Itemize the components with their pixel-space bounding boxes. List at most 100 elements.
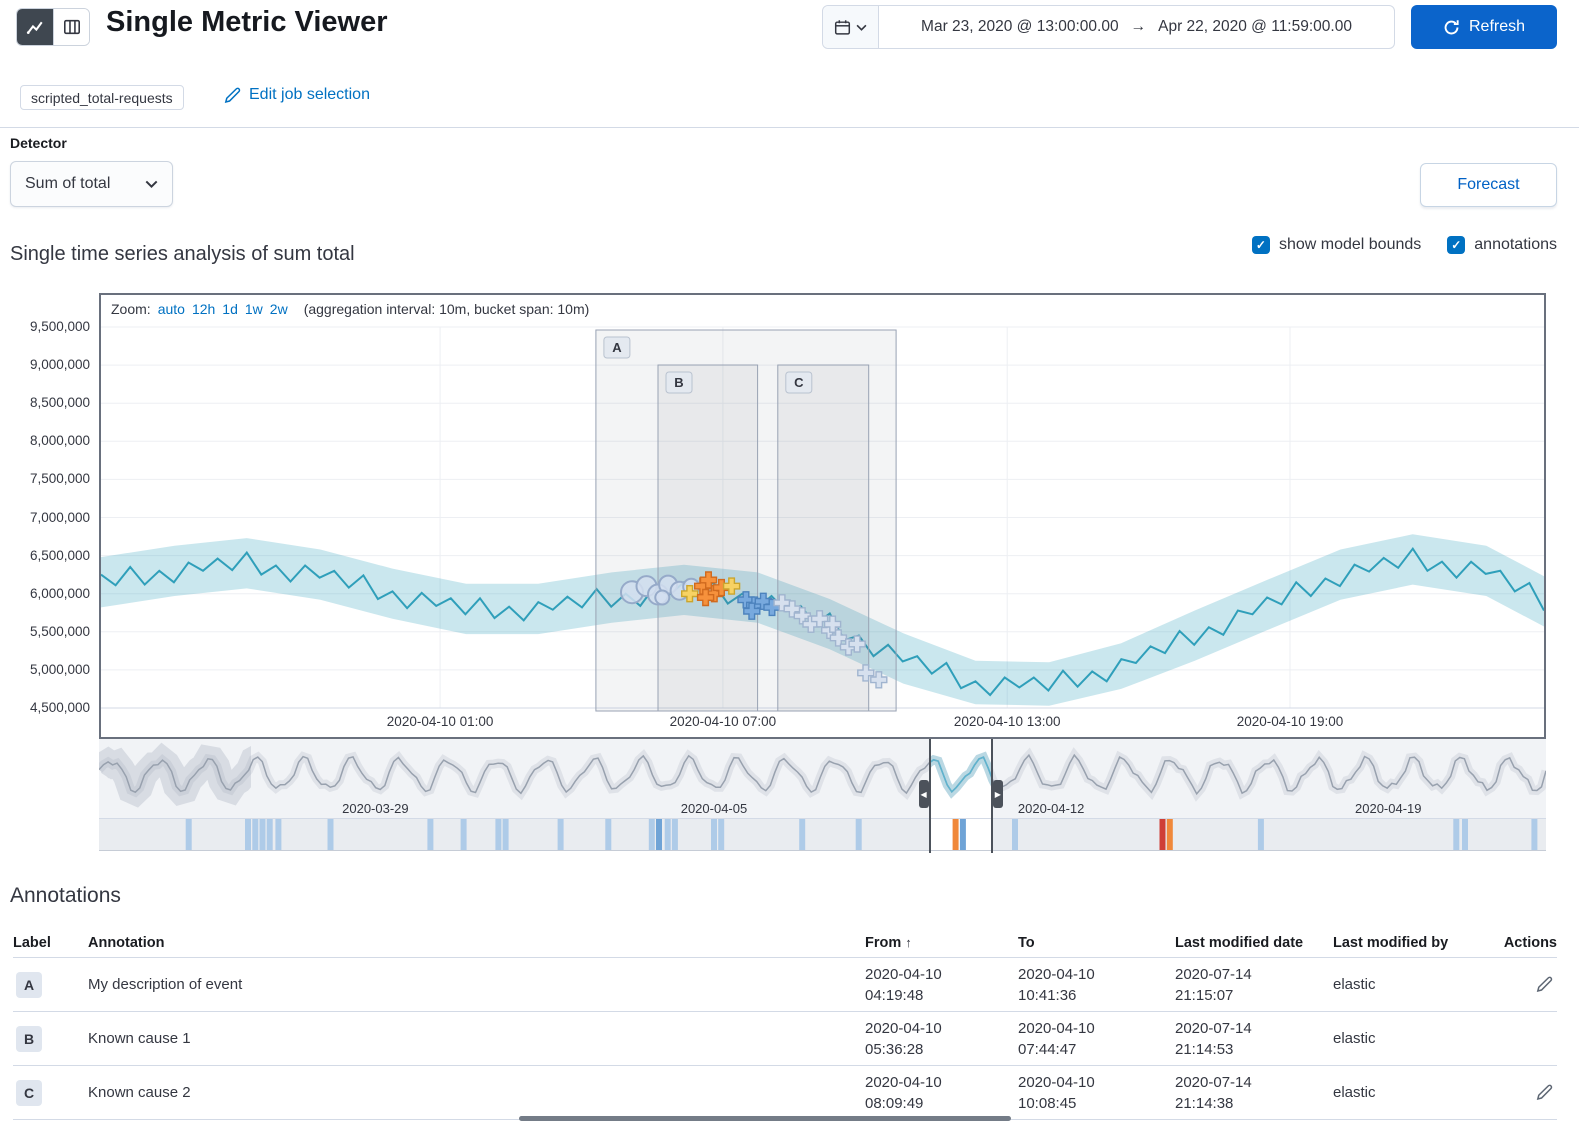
swimlane-anomaly-stripe[interactable] (557, 819, 564, 851)
swimlane-anomaly-stripe[interactable] (185, 819, 192, 851)
anomaly-marker[interactable] (823, 615, 842, 633)
brush-handle-left[interactable]: ◀ (918, 780, 929, 808)
edit-annotation-icon[interactable] (1536, 1084, 1553, 1101)
swimlane-anomaly-stripe[interactable] (1159, 819, 1166, 851)
zoom-link-auto[interactable]: auto (157, 301, 185, 317)
annotations-label: annotations (1474, 236, 1557, 253)
swimlane-anomaly-stripe[interactable] (327, 819, 334, 851)
forecast-button[interactable]: Forecast (1420, 163, 1557, 207)
swimlane-anomaly-stripe[interactable] (648, 819, 655, 851)
swimlane-anomaly-stripe[interactable] (656, 819, 662, 851)
swimlane-anomaly-stripe[interactable] (266, 819, 273, 851)
single-metric-viewer-button[interactable] (17, 9, 53, 45)
refresh-label: Refresh (1468, 18, 1526, 35)
checkbox-checked-icon[interactable]: ✓ (1251, 236, 1270, 254)
brush-edge-right[interactable] (990, 739, 993, 853)
swimlane-anomaly-stripe[interactable] (259, 819, 266, 851)
swimlane-anomaly-stripe[interactable] (664, 819, 671, 851)
x-axis-tick-label: 2020-04-10 01:00 (387, 714, 494, 729)
annotation-text: My description of event (88, 976, 243, 993)
context-date-label: 2020-03-29 (342, 801, 409, 816)
zoom-link-2w[interactable]: 2w (269, 301, 288, 317)
edit-annotation-icon[interactable] (1536, 976, 1553, 993)
annotations-toggle[interactable]: ✓ annotations (1447, 236, 1557, 254)
y-axis-tick-label: 5,000,000 (29, 661, 90, 677)
quick-select-button[interactable] (823, 6, 879, 48)
swimlane-anomaly-stripe[interactable] (718, 819, 725, 851)
brush-selection[interactable] (929, 739, 992, 818)
edit-job-selection-link[interactable]: Edit job selection (224, 86, 370, 104)
modified-date: 2020-07-14 (1175, 1019, 1252, 1037)
table-row[interactable]: B Known cause 1 2020-04-10 05:36:28 2020-… (13, 1012, 1557, 1066)
col-annotation: Annotation (88, 934, 165, 951)
col-from[interactable]: From ↑ (865, 934, 912, 951)
swimlane-anomaly-stripe[interactable] (605, 819, 612, 851)
anomaly-marker[interactable] (870, 671, 888, 689)
arrow-right-icon: → (1130, 18, 1147, 35)
brush-handle-right[interactable]: ▶ (992, 780, 1003, 808)
y-axis-tick-label: 7,000,000 (29, 509, 90, 525)
col-actions: Actions (1503, 934, 1557, 951)
anomaly-marker[interactable] (848, 635, 866, 653)
anomaly-marker[interactable] (857, 664, 875, 682)
col-last-modified-by[interactable]: Last modified by (1333, 934, 1449, 951)
job-badge[interactable]: scripted_total-requests (20, 85, 184, 110)
annotation-region-B[interactable] (657, 364, 759, 712)
detector-select[interactable]: Sum of total (10, 161, 173, 207)
swimlane-anomaly-stripe[interactable] (799, 819, 806, 851)
anomaly-marker[interactable] (696, 588, 715, 607)
scheduled-event-marker[interactable] (654, 589, 671, 606)
swimlane-anomaly-stripe[interactable] (495, 819, 502, 851)
swimlane-anomaly-stripe[interactable] (460, 819, 467, 851)
refresh-button[interactable]: Refresh (1411, 5, 1557, 49)
anomaly-marker[interactable] (722, 577, 741, 595)
swimlane-anomaly-stripe[interactable] (502, 819, 509, 851)
show-model-bounds-toggle[interactable]: ✓ show model bounds (1251, 236, 1421, 254)
annotation-region-label: C (794, 375, 804, 390)
table-row[interactable]: A My description of event 2020-04-10 04:1… (13, 958, 1557, 1012)
zoom-link-12h[interactable]: 12h (191, 301, 216, 317)
anomaly-explorer-button[interactable] (53, 9, 89, 45)
y-axis-tick-label: 6,000,000 (29, 585, 90, 601)
col-to[interactable]: To (1018, 934, 1035, 951)
annotation-region-label: A (612, 340, 622, 355)
swimlane-anomaly-stripe[interactable] (711, 819, 717, 851)
swimlane-anomaly-stripe[interactable] (855, 819, 862, 851)
swimlane-anomaly-stripe[interactable] (427, 819, 434, 851)
swimlane-anomaly-stripe[interactable] (275, 819, 282, 851)
annotations-table-header: Label Annotation From ↑ To Last modified … (13, 928, 1557, 958)
modified-time: 21:14:38 (1175, 1094, 1234, 1112)
from-date: 2020-04-10 (865, 1019, 942, 1037)
anomaly-marker[interactable] (681, 585, 699, 603)
annotation-region-C[interactable] (777, 364, 870, 712)
annotation-label-badge: C (16, 1079, 42, 1106)
swimlane-anomaly-stripe[interactable] (959, 819, 966, 851)
start-date[interactable]: Mar 23, 2020 @ 13:00:00.00 (921, 18, 1119, 35)
end-date[interactable]: Apr 22, 2020 @ 11:59:00.00 (1158, 18, 1352, 35)
zoom-link-1w[interactable]: 1w (244, 301, 263, 317)
swimlane-anomaly-stripe[interactable] (1462, 819, 1468, 851)
horizontal-scrollbar-thumb[interactable] (519, 1116, 1011, 1121)
col-last-modified-date[interactable]: Last modified date (1175, 934, 1304, 951)
swimlane-anomaly-stripe[interactable] (1531, 819, 1538, 851)
swimlane-anomaly-stripe[interactable] (1257, 819, 1264, 851)
swimlane-anomaly-stripe[interactable] (245, 819, 251, 851)
focus-chart-frame (99, 293, 1546, 739)
swimlane-anomaly-stripe[interactable] (671, 819, 678, 851)
context-chart-svg[interactable] (99, 739, 1546, 818)
anomaly-marker[interactable] (743, 602, 761, 620)
checkbox-checked-icon[interactable]: ✓ (1447, 236, 1466, 254)
table-row[interactable]: C Known cause 2 2020-04-10 08:09:49 2020-… (13, 1066, 1557, 1120)
date-range-picker: Mar 23, 2020 @ 13:00:00.00 → Apr 22, 202… (822, 5, 1395, 49)
annotations-table: Label Annotation From ↑ To Last modified … (13, 928, 1557, 1120)
swimlane-anomaly-stripe[interactable] (952, 819, 959, 851)
swimlane-anomaly-stripe[interactable] (1453, 819, 1460, 851)
zoom-link-1d[interactable]: 1d (222, 301, 238, 317)
anomaly-swimlane-svg[interactable] (99, 818, 1546, 851)
main-chart-svg[interactable]: A B C 2020-04-10 01:00 2020-04-10 07:00 2020-… (101, 295, 1544, 737)
swimlane-anomaly-stripe[interactable] (1166, 819, 1173, 851)
brush-edge-left[interactable] (928, 739, 931, 853)
to-date: 2020-04-10 (1018, 1073, 1095, 1091)
swimlane-anomaly-stripe[interactable] (252, 819, 259, 851)
swimlane-anomaly-stripe[interactable] (1012, 819, 1018, 851)
